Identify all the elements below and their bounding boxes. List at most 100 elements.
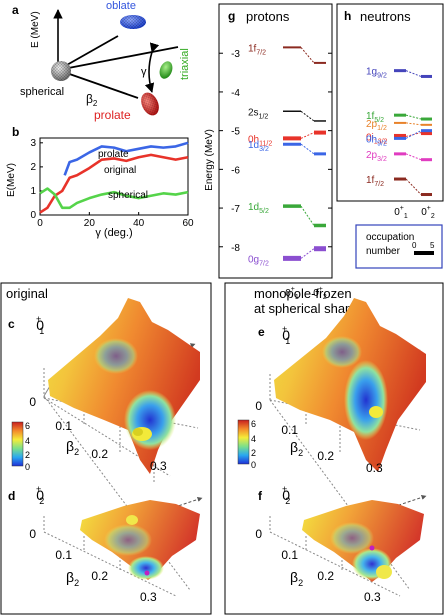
panel-original: original c 0+ 1 0 0.1 0.2 0.3 β2 6 — [0, 282, 212, 615]
panel-a-ylabel: E (MeV) — [30, 11, 41, 48]
level-3-connector — [300, 143, 315, 155]
svg-text:0: 0 — [25, 462, 30, 472]
svg-text:0: 0 — [29, 395, 36, 409]
b-xtick-label: 20 — [84, 218, 96, 229]
level-4-connector — [405, 130, 422, 139]
panel-c-letter: c — [8, 317, 15, 331]
panel-g-letter: g — [228, 9, 235, 23]
prolate-axis — [57, 69, 139, 99]
series-spherical — [39, 187, 189, 210]
triaxial-ellipsoid-icon — [159, 61, 173, 79]
state-f: 0+ 2 — [282, 484, 290, 506]
panel-f-letter: f — [258, 489, 263, 503]
g-ytick-label: -4 — [231, 88, 240, 99]
colorbar-original — [11, 421, 24, 467]
svg-text:β2: β2 — [290, 569, 303, 588]
gamma-arc — [144, 42, 160, 93]
svg-text:β2: β2 — [66, 438, 79, 457]
b-ytick-label: 2 — [30, 162, 36, 173]
svg-text:0: 0 — [255, 527, 262, 541]
surface-f: 0 0.1 0.2 0.3 β2 — [255, 495, 427, 604]
panel-h-letter: h — [344, 9, 351, 23]
g-ytick-label: -5 — [231, 127, 240, 138]
occupation-scale-bar — [414, 251, 434, 255]
level-0-connector — [300, 47, 315, 64]
svg-text:0.1: 0.1 — [281, 423, 298, 437]
level-label-2: 0h11/2 — [248, 134, 272, 147]
level-2-connector — [405, 122, 422, 126]
level-1-connector — [300, 110, 315, 122]
occupation-label-2: number — [366, 246, 401, 257]
svg-text:0.1: 0.1 — [281, 548, 298, 562]
svg-text:0.3: 0.3 — [150, 459, 167, 473]
b-ytick-label: 3 — [30, 138, 36, 149]
svg-text:0.3: 0.3 — [364, 590, 381, 604]
level-label-5: 2p3/2 — [366, 150, 387, 163]
occupation-tick-0: 0 — [412, 241, 417, 250]
level-label-0: 1f7/2 — [248, 43, 266, 56]
panel-h-xcat2: 0+2 — [421, 205, 435, 220]
g-ytick-label: -6 — [231, 165, 240, 176]
b-ytick-label: 0 — [30, 210, 36, 221]
panel-b-letter: b — [12, 125, 19, 139]
svg-text:0: 0 — [251, 460, 256, 470]
state-c: 0+ 1 — [36, 314, 44, 336]
svg-text:0.3: 0.3 — [140, 590, 157, 604]
level-4-connector — [300, 205, 315, 226]
panel-g: g protons Energy (MeV) -3 -4 -5 -6 -7 -8 1f7/… — [204, 3, 333, 301]
panel-b-xlabel: γ (deg.) — [95, 227, 132, 239]
panel-h-frame — [336, 3, 444, 202]
panel-b-frame — [39, 137, 189, 216]
beta2-label: β2 — [86, 92, 98, 108]
svg-text:0.2: 0.2 — [317, 569, 334, 583]
original-frame — [0, 282, 212, 615]
density-cluster-e — [369, 406, 383, 418]
occupation-tick-5: 5 — [430, 241, 435, 250]
level-label-3: 1d3/2 — [248, 140, 269, 153]
panel-h-xcat1: 0+1 — [394, 205, 408, 220]
panel-a-letter: a — [12, 3, 19, 17]
panel-g-xcat1: 0+1 — [285, 286, 299, 301]
level-2-connector — [300, 132, 315, 139]
spherical-curve-label: spherical — [108, 190, 148, 201]
level-label-4: 1d5/2 — [248, 202, 269, 215]
panel-g-ylabel: Energy (MeV) — [204, 129, 215, 191]
surface-c: 0 0.1 0.2 0.3 β2 — [29, 298, 200, 591]
svg-text:0.2: 0.2 — [91, 569, 108, 583]
prolate-curve-label: prolate — [98, 149, 129, 160]
g-ytick-label: -8 — [231, 243, 240, 254]
svg-text:0.2: 0.2 — [317, 449, 334, 463]
svg-text:6: 6 — [25, 421, 30, 431]
level-label-1: 2s1/2 — [248, 107, 268, 120]
level-5-connector — [405, 153, 422, 161]
triaxial-axis — [57, 46, 179, 71]
series-original — [39, 153, 189, 214]
svg-text:6: 6 — [251, 419, 256, 429]
svg-text:0.1: 0.1 — [55, 419, 72, 433]
occupation-label-1: occupation — [366, 232, 414, 243]
surface-d: 0 0.1 0.2 0.3 β2 — [29, 497, 203, 604]
state-e: 0+ 1 — [282, 324, 290, 346]
frozen-title-line1: monopole-frozen — [254, 286, 352, 301]
level-label-1: 1f5/2 — [366, 111, 384, 124]
svg-text:β2: β2 — [66, 569, 79, 588]
colorbar-frozen — [237, 419, 250, 465]
svg-text:4: 4 — [251, 434, 256, 444]
occupation-legend — [355, 224, 443, 269]
prolate-label: prolate — [94, 108, 131, 122]
panel-a: a E (MeV) γ oblate triaxial spherical pr… — [12, 0, 191, 122]
g-ytick-label: -3 — [231, 49, 240, 60]
density-cluster-d — [126, 515, 138, 525]
original-curve-label: original — [104, 165, 136, 176]
panel-g-xcat2: 0+2 — [313, 286, 327, 301]
surface-e: 0 0.1 0.2 0.3 β2 — [255, 298, 426, 591]
panel-g-title: protons — [246, 9, 290, 24]
density-cluster-f — [376, 565, 392, 579]
panel-d-letter: d — [8, 489, 15, 503]
level-label-4: 0h9/2 — [366, 134, 387, 147]
panel-b-ylabel: E(MeV) — [6, 163, 17, 197]
g-ytick-label: -7 — [231, 204, 240, 215]
